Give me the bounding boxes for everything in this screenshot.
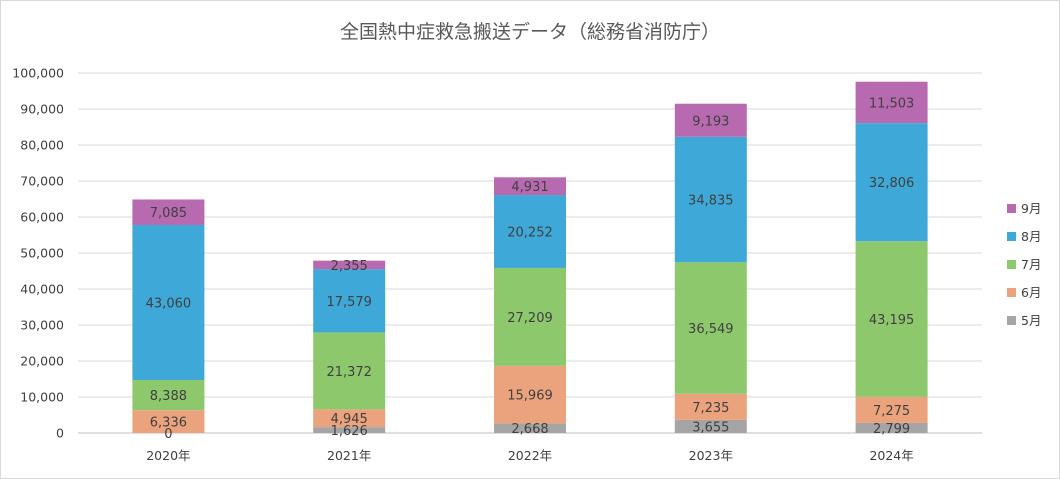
- y-tick-label: 90,000: [20, 102, 64, 117]
- data-label: 27,209: [507, 311, 553, 326]
- legend-label: 6月: [1021, 285, 1041, 300]
- data-label: 2,668: [511, 422, 548, 437]
- x-axis: 2020年 2021年 2022年 2023年 2024年: [146, 448, 914, 463]
- legend-swatch: [1007, 316, 1016, 325]
- data-label: 2,355: [331, 259, 368, 274]
- bar-segment: [494, 177, 566, 196]
- bar-segment: [132, 379, 205, 411]
- legend-label: 5月: [1021, 313, 1041, 328]
- data-label: 2,799: [873, 422, 910, 437]
- data-label: 3,655: [692, 420, 729, 435]
- data-label: 15,969: [507, 389, 553, 404]
- bar-segment: [494, 365, 566, 424]
- x-tick-label: 2022年: [508, 448, 552, 463]
- bar-segment: [313, 427, 386, 433]
- bar-segment: [855, 422, 928, 433]
- bar-segment: [132, 199, 205, 225]
- bar-segment: [855, 123, 928, 242]
- data-label: 34,835: [688, 194, 734, 209]
- data-label: 43,195: [869, 313, 915, 328]
- bar-segment: [494, 195, 566, 268]
- y-tick-label: 20,000: [20, 354, 64, 369]
- y-tick-label: 30,000: [20, 318, 64, 333]
- y-tick-label: 50,000: [20, 246, 64, 261]
- bar-segment: [494, 267, 566, 366]
- bar-segment: [494, 423, 566, 433]
- gridlines: [78, 72, 982, 434]
- legend-label: 8月: [1021, 229, 1041, 244]
- legend-label: 7月: [1021, 257, 1041, 272]
- data-label: 0: [164, 427, 172, 442]
- x-tick-label: 2020年: [146, 448, 190, 463]
- y-axis: 0 10,000 20,000 30,000 40,000 50,000 60,000 70,…: [12, 66, 64, 441]
- bar-segment: [855, 396, 928, 423]
- bar-segment: [674, 103, 747, 137]
- data-label: 9,193: [692, 114, 729, 129]
- y-tick-label: 100,000: [12, 66, 64, 81]
- bar-segment: [674, 419, 747, 433]
- legend: 9月 8月 7月 6月 5月: [1007, 201, 1041, 328]
- bar-segment: [132, 410, 205, 433]
- data-label: 17,579: [326, 295, 372, 310]
- data-label: 7,085: [150, 206, 187, 221]
- data-label: 4,945: [331, 412, 368, 427]
- bar-segment: [674, 393, 747, 420]
- data-label: 11,503: [869, 96, 915, 111]
- bar-segment: [674, 136, 747, 263]
- bar-segment: [313, 332, 386, 410]
- legend-label: 9月: [1021, 201, 1041, 216]
- data-label: 7,235: [692, 401, 729, 416]
- data-label: 43,060: [146, 296, 192, 311]
- y-tick-label: 40,000: [20, 282, 64, 297]
- legend-swatch: [1007, 204, 1016, 213]
- bar-segment: [855, 81, 928, 124]
- legend-swatch: [1007, 260, 1016, 269]
- y-tick-label: 10,000: [20, 390, 64, 405]
- x-tick-label: 2021年: [327, 448, 371, 463]
- data-label: 7,275: [873, 404, 910, 419]
- data-label: 8,388: [150, 389, 187, 404]
- bar-segment: [313, 260, 386, 270]
- legend-swatch: [1007, 288, 1016, 297]
- x-tick-label: 2023年: [689, 448, 733, 463]
- data-label: 4,931: [511, 180, 548, 195]
- data-label: 32,806: [869, 176, 915, 191]
- bar-segment: [132, 224, 205, 380]
- bar-segment: [674, 262, 747, 394]
- data-label: 6,336: [150, 416, 187, 431]
- legend-swatch: [1007, 232, 1016, 241]
- y-tick-label: 0: [56, 426, 64, 441]
- y-tick-label: 70,000: [20, 174, 64, 189]
- y-tick-label: 60,000: [20, 210, 64, 225]
- x-tick-label: 2024年: [869, 448, 913, 463]
- bar-segment: [855, 241, 928, 397]
- data-label: 21,372: [326, 365, 372, 380]
- bar-segment: [313, 409, 386, 428]
- bars: [132, 81, 928, 433]
- bar-segment: [313, 269, 386, 333]
- data-label: 36,549: [688, 322, 734, 337]
- y-tick-label: 80,000: [20, 138, 64, 153]
- data-label: 1,626: [331, 424, 368, 439]
- data-label: 20,252: [507, 226, 553, 241]
- chart-title: 全国熱中症救急搬送データ（総務省消防庁）: [340, 21, 720, 43]
